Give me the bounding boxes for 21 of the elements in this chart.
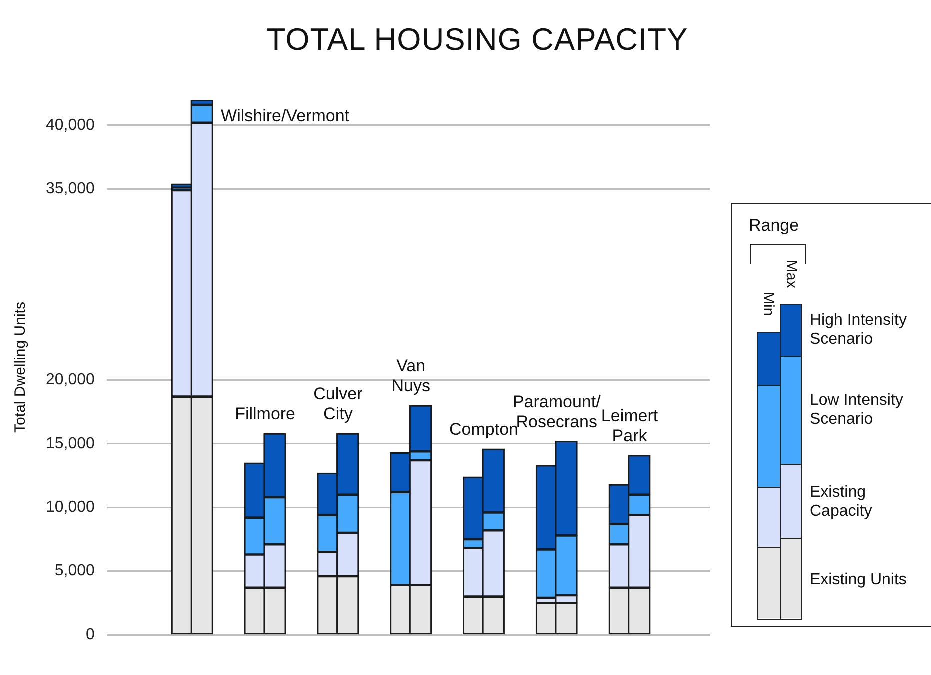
annotation: Leimert Park	[601, 406, 658, 446]
text: Existing Units	[810, 570, 908, 590]
annotation: Wilshire/Vermont	[221, 106, 350, 126]
chart-title: TOTAL HOUSING CAPACITY	[266, 22, 690, 58]
y-tick-label: 0	[86, 626, 96, 644]
annotation: Fillmore	[235, 404, 296, 424]
legend-title: Range	[749, 216, 800, 236]
annotation: Van Nuys	[392, 356, 430, 396]
y-tick-label: 5,000	[54, 562, 96, 580]
y-tick-label: 10,000	[46, 499, 96, 516]
y-tick-label: 15,000	[46, 435, 96, 452]
y-tick-label: 35,000	[46, 180, 96, 198]
text: Existing Capacity	[810, 483, 874, 522]
y-axis-title: Total Dwelling Units	[12, 302, 30, 433]
text: Max	[783, 260, 800, 288]
text: High Intensity Scenario	[810, 310, 908, 349]
y-tick-label: 20,000	[46, 372, 96, 389]
y-tick-label: 40,000	[46, 116, 96, 134]
annotation: Culver City	[314, 384, 364, 424]
text: Min	[760, 292, 777, 316]
text: Low Intensity Scenario	[810, 391, 904, 430]
